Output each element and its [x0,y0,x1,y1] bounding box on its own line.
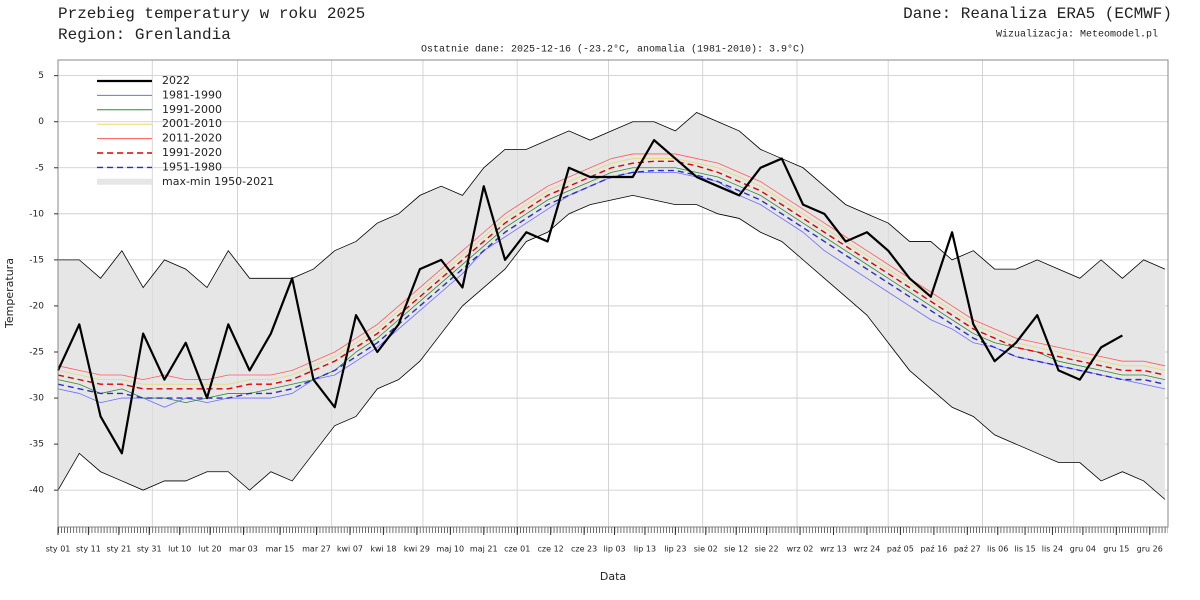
band-max-line [58,112,1166,289]
legend-label: 2011-2020 [162,132,222,145]
x-tick-label: sie 02 [694,545,718,554]
series-line [57,160,1166,390]
x-tick-label: sty 31 [137,545,162,554]
x-axis-label: Data [600,570,626,583]
x-tick-label: lut 10 [168,545,191,554]
y-tick-label: -5 [35,163,44,173]
series-line [57,139,1123,455]
x-tick-label: sie 12 [724,545,748,554]
plot-frame [57,59,1169,528]
x-tick-label: cze 23 [571,545,597,554]
x-tick-label: wrz 13 [820,545,847,554]
credit: Wizualizacja: Meteomodel.pl [996,29,1158,41]
x-tick-label: wrz 24 [854,545,881,554]
x-tick-label: sty 11 [76,545,101,554]
y-tick-label: -40 [29,486,44,496]
y-tick-label: -30 [29,394,44,404]
subtitle: Ostatnie dane: 2025-12-16 (-23.2°C, anom… [421,44,805,56]
x-tick-label: paź 27 [954,545,981,554]
x-tick-label: kwi 29 [404,545,430,554]
y-tick-label: -25 [29,347,44,357]
series-line [57,158,1166,385]
x-tick-label: lis 06 [987,545,1008,554]
x-tick-label: sie 22 [755,545,779,554]
legend-label: 1991-2020 [162,146,222,159]
x-tick-label: paź 05 [887,545,914,554]
x-tick-label: mar 15 [266,545,295,554]
x-tick-label: wrz 02 [787,545,814,554]
x-tick-label: mar 27 [302,545,331,554]
x-tick-label: mar 03 [229,545,258,554]
x-tick-label: paź 16 [920,545,947,554]
y-tick-label: 5 [38,71,44,81]
legend-label: 2001-2010 [162,117,222,130]
x-tick-label: maj 10 [436,545,464,554]
chart-title: Przebieg temperatury w roku 2025 [58,5,365,23]
x-tick-label: lut 20 [198,545,221,554]
x-tick-label: kwi 18 [370,545,396,554]
x-tick-label: cze 01 [504,545,530,554]
y-tick-label: 0 [38,117,44,127]
x-tick-label: gru 04 [1070,545,1096,554]
legend-label: 2022 [162,74,190,87]
source: Dane: Reanaliza ERA5 (ECMWF) [903,5,1172,23]
x-tick-label: lis 24 [1042,545,1063,554]
y-axis-label: Temperatura [3,258,16,329]
region: Region: Grenlandia [58,26,231,44]
x-tick-label: kwi 07 [337,545,363,554]
x-tick-label: lip 03 [603,545,625,554]
x-tick-label: lip 13 [634,545,656,554]
x-tick-label: lip 23 [664,545,686,554]
y-tick-label: -10 [29,209,44,219]
series-line [57,153,1166,381]
x-tick-label: gru 26 [1137,545,1163,554]
y-tick-label: -20 [29,301,44,311]
legend-label: 1981-1990 [162,88,222,101]
legend-label: 1951-1980 [162,160,222,173]
x-tick-label: maj 21 [470,545,498,554]
x-tick-label: sty 01 [46,545,71,554]
x-tick-label: gru 15 [1103,545,1129,554]
band-min-line [57,194,1166,500]
x-tick-label: cze 12 [538,545,564,554]
x-tick-label: lis 15 [1014,545,1035,554]
legend-label: 1991-2000 [162,103,222,116]
y-tick-label: -35 [29,440,44,450]
plot-area [57,60,1168,527]
minor-ticks [58,527,1168,533]
y-tick-label: -15 [29,255,44,265]
legend-label: max-min 1950-2021 [162,175,274,188]
x-tick-label: sty 21 [106,545,131,554]
